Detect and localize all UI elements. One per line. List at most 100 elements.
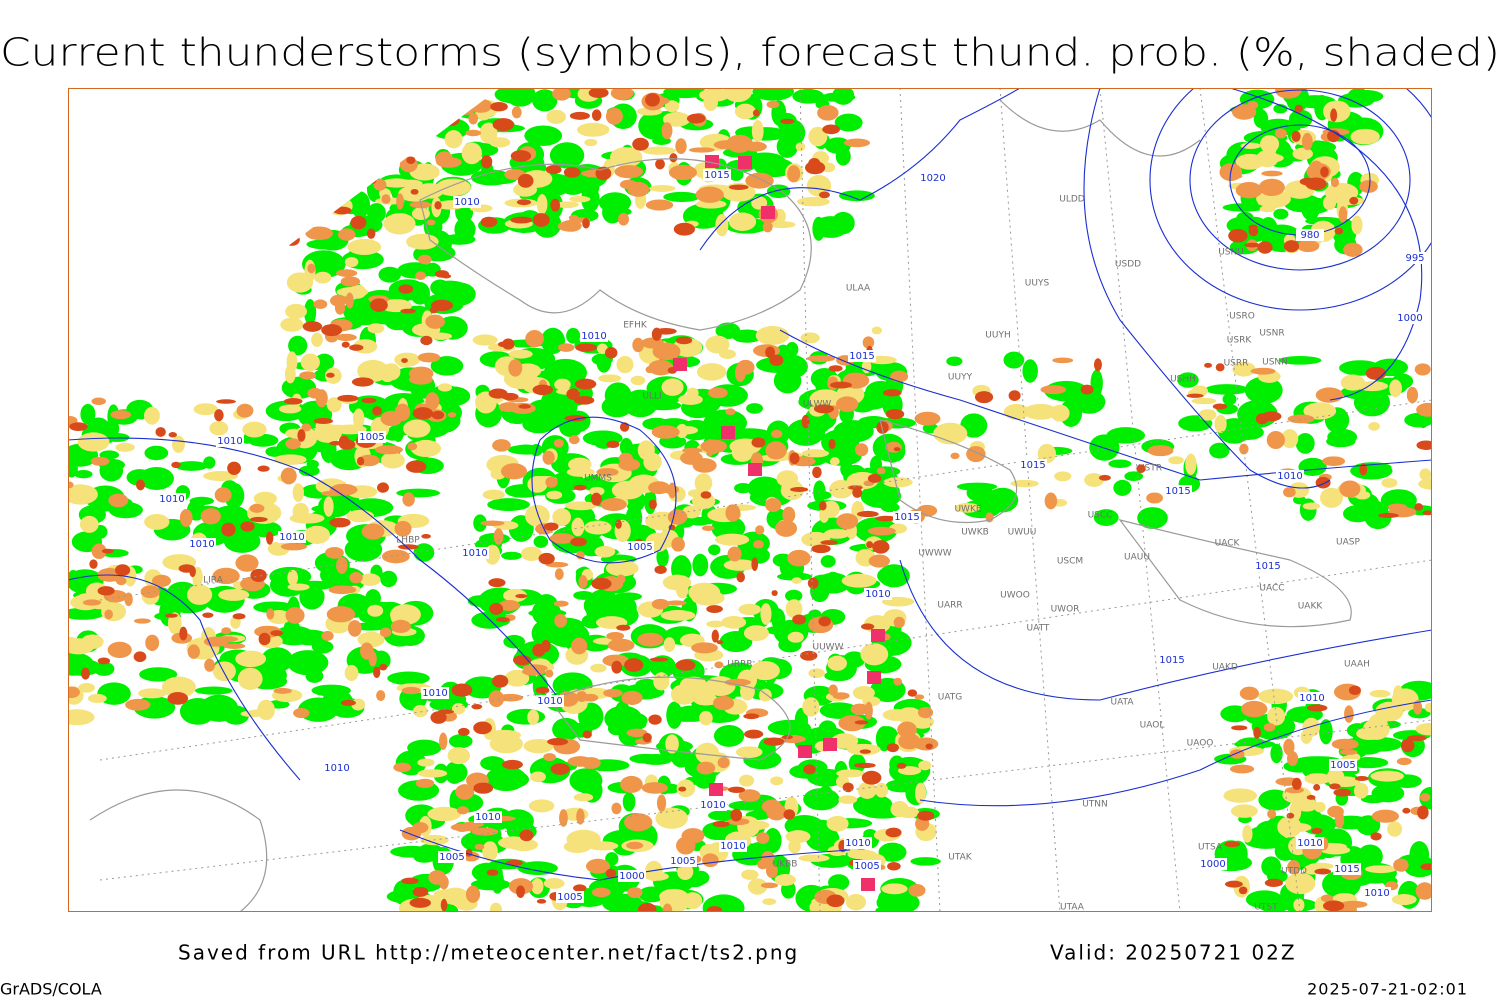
- shade-blob: [590, 492, 602, 506]
- shade-blob: [490, 102, 508, 112]
- shade-blob: [616, 355, 634, 374]
- shade-blob: [1370, 770, 1405, 782]
- shade-blob: [642, 146, 676, 155]
- shade-blob: [607, 721, 625, 736]
- shade-blob: [638, 886, 666, 903]
- shade-blob: [801, 414, 810, 429]
- shade-blob: [139, 467, 174, 491]
- shade-blob: [410, 188, 419, 195]
- shade-blob: [370, 298, 388, 312]
- shade-blob: [687, 489, 704, 498]
- shade-blob: [828, 365, 843, 372]
- shade-blob: [266, 531, 274, 545]
- shade-blob: [614, 165, 644, 179]
- shade-blob: [1260, 135, 1280, 153]
- shade-blob: [430, 101, 458, 111]
- shade-blob: [376, 690, 386, 702]
- shade-blob: [338, 439, 356, 450]
- shade-blob: [1242, 825, 1253, 843]
- shade-blob: [221, 522, 236, 537]
- shade-blob: [611, 660, 623, 674]
- station-label: UKBB: [773, 860, 798, 870]
- shade-blob: [1283, 738, 1295, 756]
- isobar-label: 1010: [475, 812, 500, 823]
- isobar-label: 1010: [1277, 471, 1302, 482]
- shade-blob: [1136, 464, 1146, 473]
- shade-blob: [498, 599, 521, 611]
- shade-blob: [668, 164, 697, 181]
- shade-blob: [489, 602, 504, 615]
- shade-blob: [1241, 700, 1268, 718]
- shade-blob: [447, 747, 471, 765]
- shade-blob: [829, 457, 840, 466]
- shade-blob: [1267, 809, 1277, 819]
- isobar-label-bg: [158, 493, 186, 505]
- shade-blob: [351, 377, 374, 387]
- shade-blob: [642, 732, 652, 743]
- shade-blob: [473, 782, 494, 794]
- shade-blob: [1137, 507, 1168, 530]
- shade-blob: [549, 533, 575, 544]
- shade-blob: [307, 387, 323, 399]
- shade-blob: [1274, 128, 1287, 139]
- isobar-label: 1015: [894, 512, 919, 523]
- shade-blob: [1113, 479, 1132, 496]
- shade-blob: [510, 216, 533, 224]
- shade-blob: [420, 335, 433, 346]
- shade-blob: [78, 683, 95, 693]
- shade-blob: [883, 389, 902, 397]
- shade-blob: [829, 479, 854, 499]
- shade-blob: [573, 484, 587, 491]
- shade-blob: [216, 399, 236, 404]
- shade-blob: [1415, 722, 1432, 736]
- shade-blob: [1302, 717, 1321, 737]
- shade-blob: [829, 381, 852, 389]
- shade-blob: [1098, 474, 1111, 481]
- shade-blob: [1389, 379, 1402, 398]
- shade-blob: [530, 771, 546, 783]
- shade-blob: [655, 807, 688, 829]
- station-label: USRR: [1224, 359, 1249, 369]
- shade-blob: [68, 481, 74, 489]
- shade-blob: [745, 172, 774, 189]
- shade-blob: [441, 887, 469, 906]
- shade-blob: [379, 627, 392, 638]
- shade-blob: [795, 142, 806, 152]
- shade-blob: [888, 633, 902, 655]
- shade-blob: [442, 363, 460, 375]
- shade-blob: [368, 650, 377, 667]
- shade-blob: [632, 137, 649, 151]
- shade-blob: [885, 409, 905, 420]
- shade-blob: [817, 105, 839, 121]
- shade-blob: [819, 702, 859, 719]
- shade-blob: [441, 274, 452, 279]
- shade-blob: [1365, 366, 1387, 380]
- shade-blob: [321, 630, 334, 641]
- station-label: UWWW: [918, 549, 951, 559]
- shade-blob: [401, 877, 419, 885]
- shade-blob: [340, 276, 361, 287]
- shade-blob: [627, 181, 650, 197]
- shade-blob: [834, 113, 863, 132]
- shade-blob: [577, 122, 610, 137]
- storm-symbol: [867, 671, 881, 684]
- shade-blob: [417, 769, 448, 778]
- shade-blob: [144, 514, 170, 530]
- shade-blob: [651, 425, 680, 439]
- shade-blob: [671, 536, 685, 552]
- shade-blob: [1310, 160, 1323, 173]
- shade-blob: [1296, 240, 1320, 253]
- shade-blob: [826, 894, 845, 908]
- shade-blob: [865, 380, 897, 404]
- shade-blob: [172, 435, 185, 453]
- shade-blob: [468, 112, 479, 125]
- shade-blob: [1419, 793, 1431, 802]
- shade-blob: [500, 463, 528, 480]
- isobar-label: 1015: [1334, 864, 1359, 875]
- shade-blob: [765, 863, 778, 879]
- shade-blob: [409, 374, 433, 385]
- shade-blob: [893, 677, 903, 686]
- shade-blob: [1215, 363, 1225, 372]
- shade-blob: [693, 694, 719, 706]
- shade-blob: [511, 106, 522, 119]
